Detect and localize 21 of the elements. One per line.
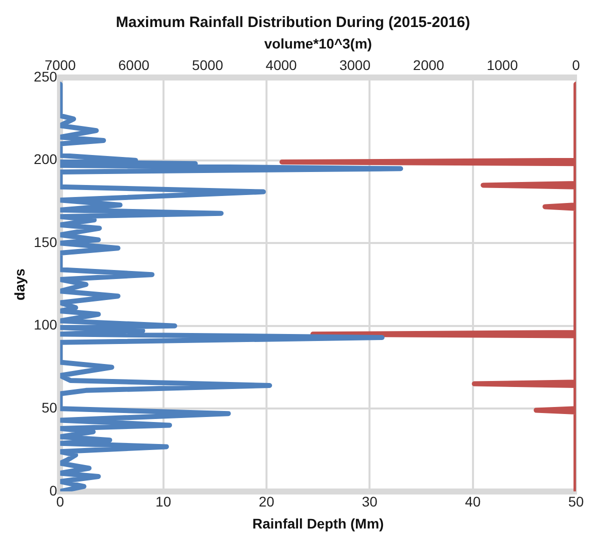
y-tick-label: 200: [34, 151, 58, 168]
x-tick-label: 10: [156, 494, 172, 510]
x-axis-title: Rainfall Depth (Mm): [252, 515, 384, 532]
x-tick-label: 30: [362, 494, 378, 510]
x2-tick-label: 3000: [339, 57, 371, 74]
x2-tick-label: 6000: [118, 57, 150, 74]
x2-tick-label: 1000: [486, 57, 518, 74]
y-tick-label: 50: [42, 400, 58, 416]
x-tick-label: 40: [465, 494, 481, 510]
x2-tick-label: 0: [572, 57, 580, 74]
x-tick-label: 20: [258, 494, 274, 510]
x2-tick-label: 4000: [266, 57, 298, 74]
chart-title: Maximum Rainfall Distribution During (2015-2016): [116, 14, 470, 32]
y-axis-title: days: [11, 268, 28, 300]
x2-axis-title: volume*10^3(m): [264, 35, 372, 52]
y-tick-label: 0: [49, 482, 58, 498]
x2-tick-label: 5000: [192, 57, 224, 74]
y-tick-label: 150: [34, 234, 58, 250]
y-tick-label: 100: [34, 316, 58, 333]
x2-tick-label: 2000: [413, 57, 444, 74]
x-tick-label: 50: [568, 494, 584, 510]
